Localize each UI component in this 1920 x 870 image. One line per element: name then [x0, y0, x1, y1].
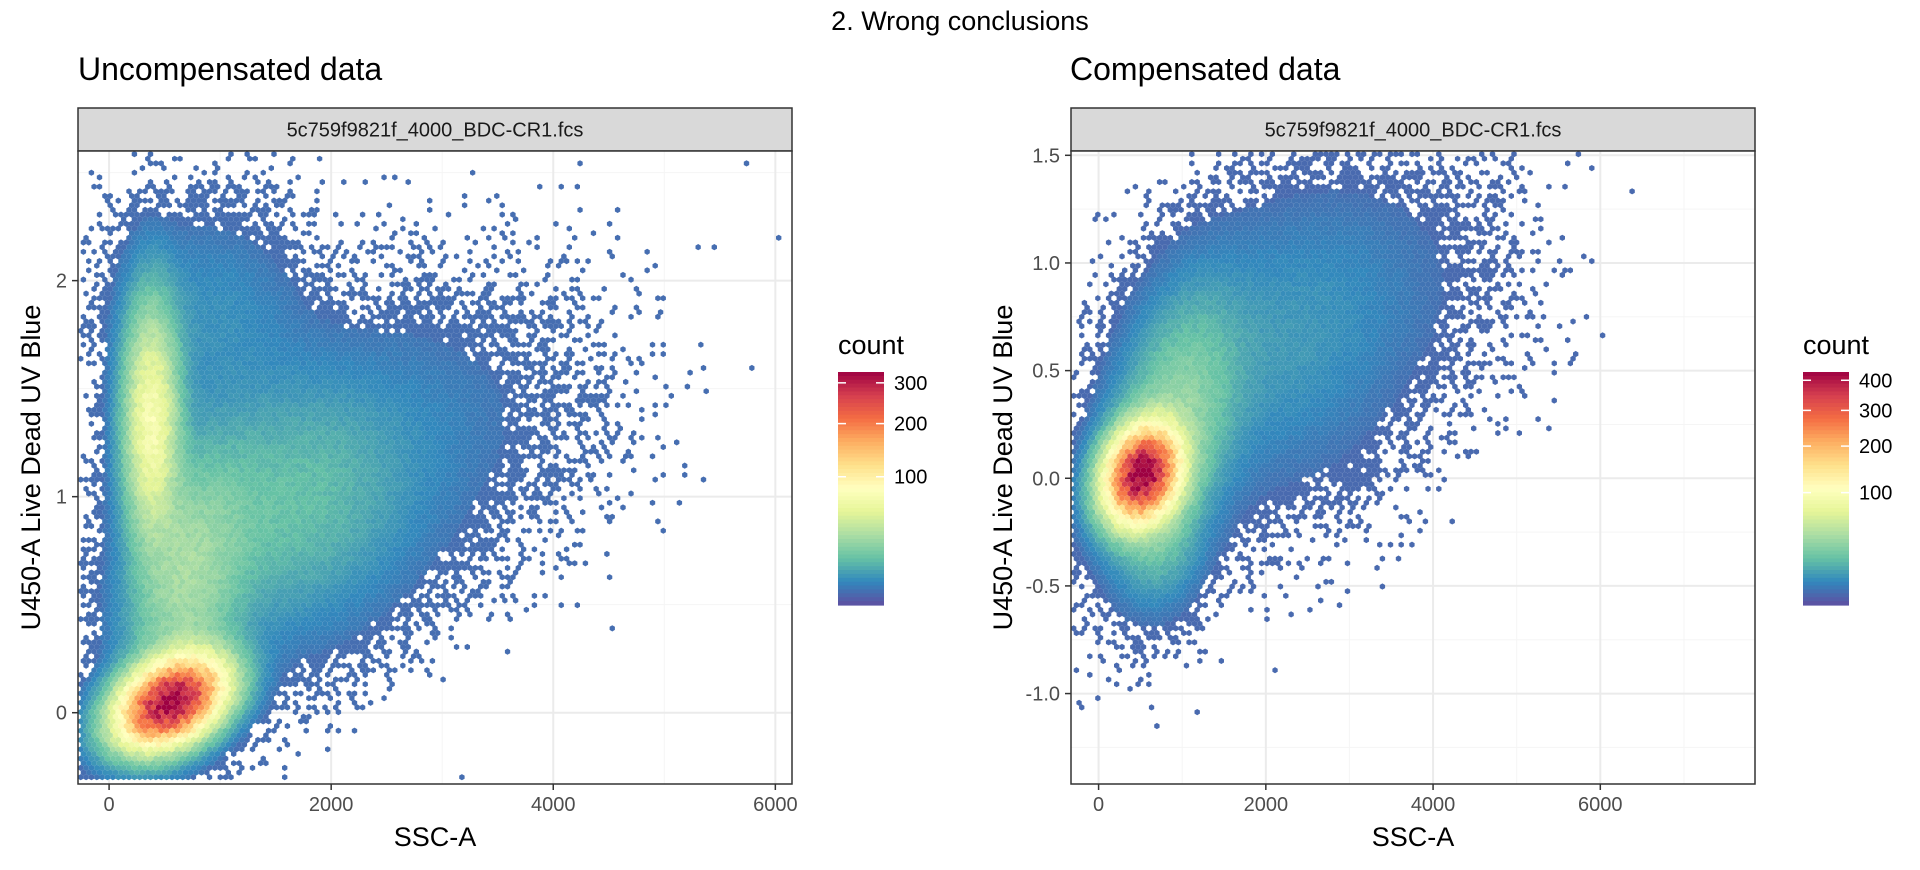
panel-uncompensated: Uncompensated data 5c759f9821f_4000_BDC-C… [16, 51, 927, 852]
figure-title: 2. Wrong conclusions [831, 6, 1089, 36]
facet-label: 5c759f9821f_4000_BDC-CR1.fcs [287, 120, 584, 142]
panel-title: Uncompensated data [78, 51, 382, 87]
